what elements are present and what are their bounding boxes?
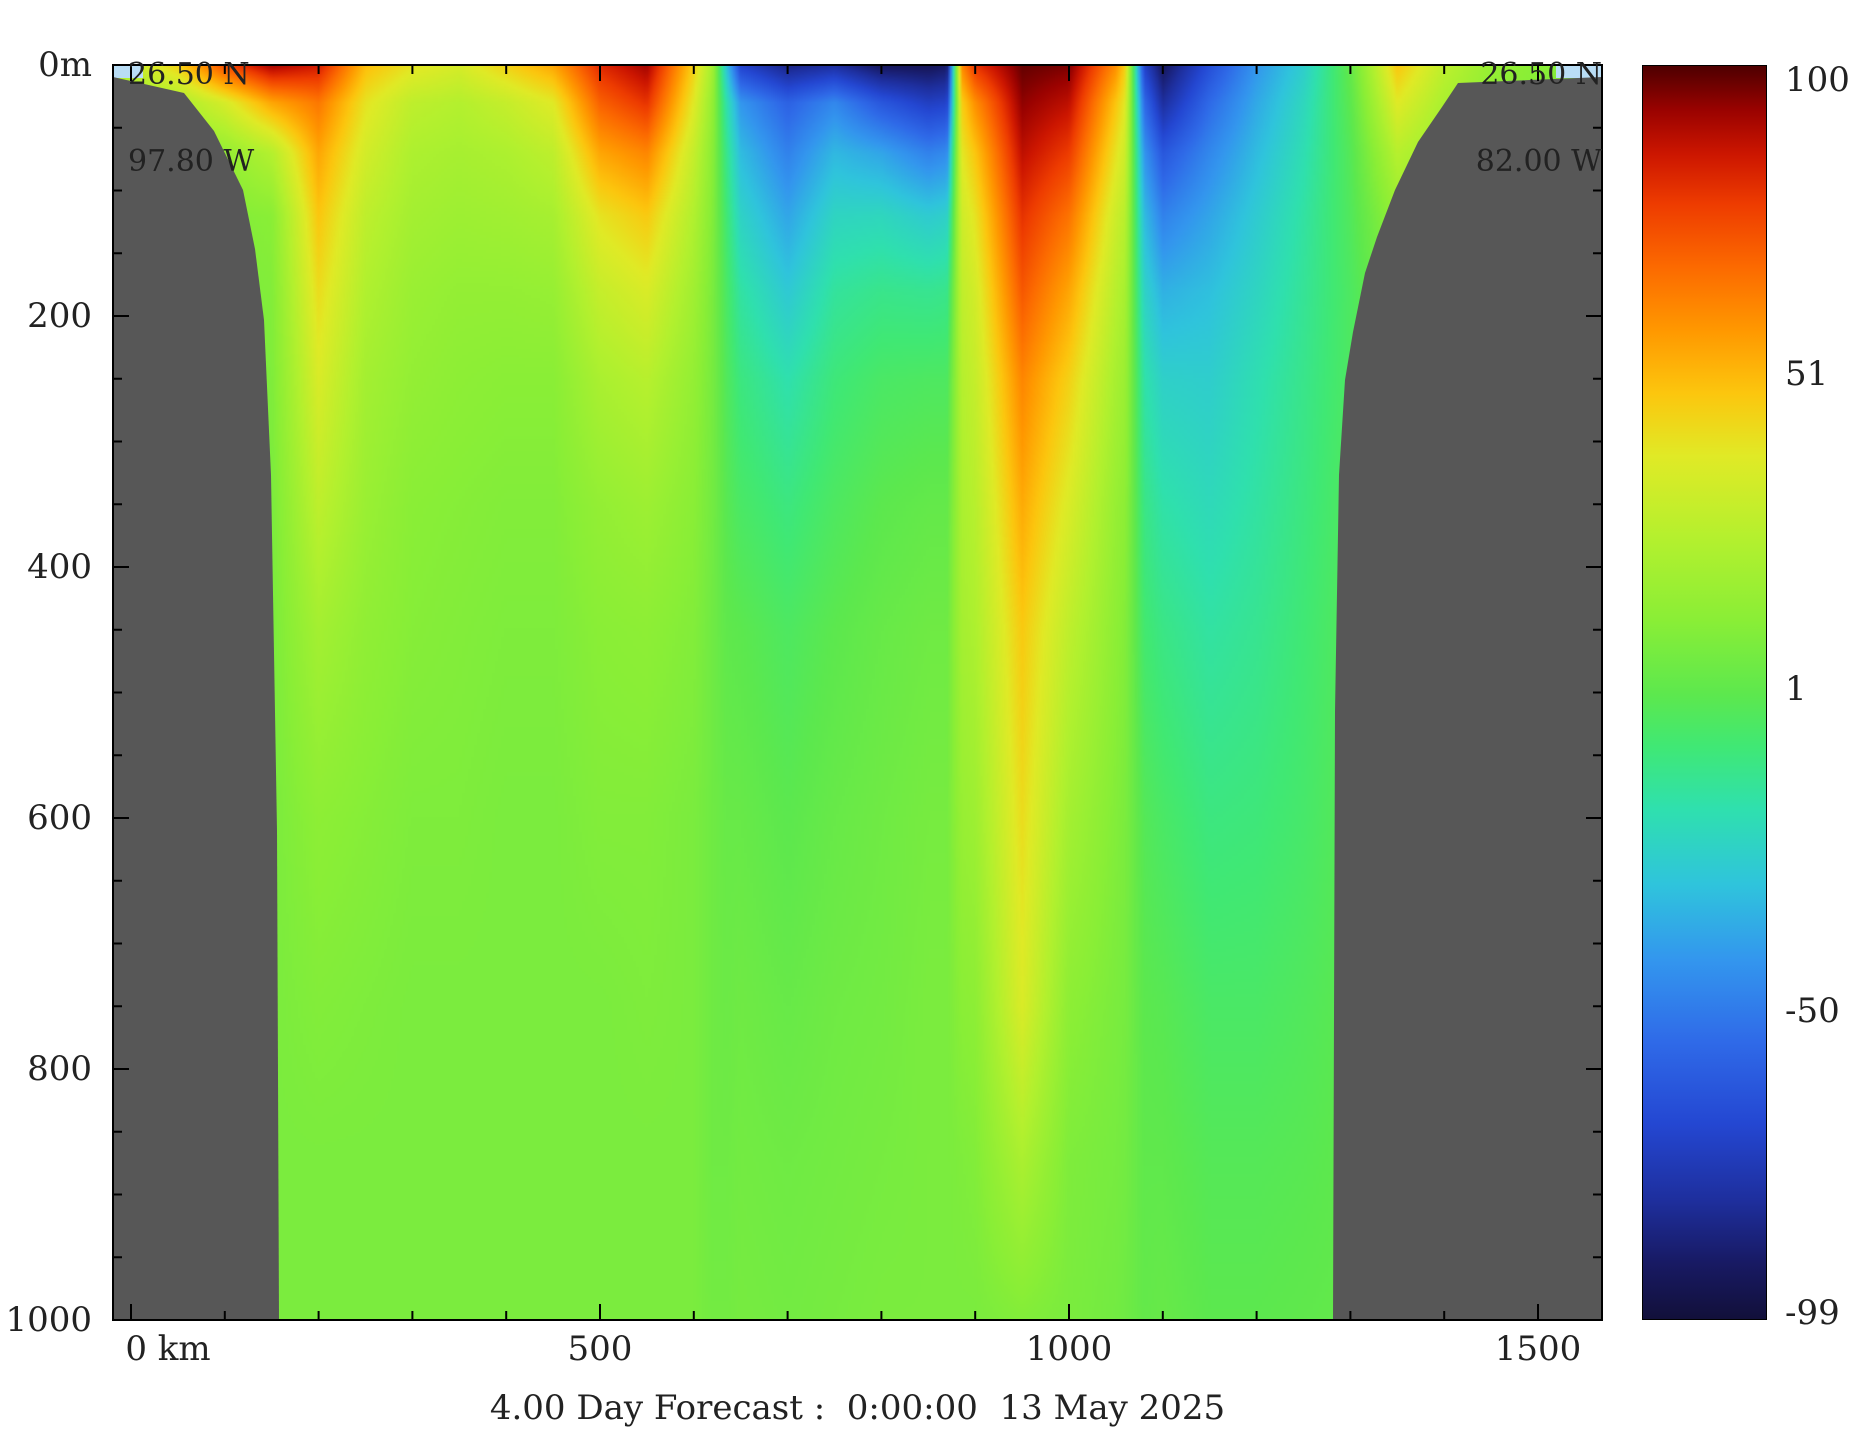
- distance-label-500: 500: [567, 1329, 633, 1369]
- depth-label-800: 800: [27, 1049, 92, 1089]
- section-heatmap-canvas: [113, 65, 1602, 1320]
- depth-label-0m: 0m: [38, 45, 92, 85]
- end-latitude: 26.50 N: [1480, 57, 1602, 92]
- colorbar: [1642, 65, 1767, 1320]
- depth-label-1000: 1000: [5, 1300, 92, 1340]
- distance-label-1000: 1000: [1025, 1329, 1113, 1369]
- colorbar-label-51: 51: [1785, 354, 1829, 394]
- section-end-coordinates: 26.50 N 82.00 W: [1300, 2, 1602, 205]
- end-longitude: 82.00 W: [1475, 144, 1602, 179]
- colorbar-label-100: 100: [1785, 60, 1850, 100]
- depth-label-400: 400: [27, 547, 92, 587]
- distance-label-0km: 0 km: [125, 1329, 211, 1369]
- forecast-caption: 4.00 Day Forecast : 0:00:00 13 May 2025: [489, 1388, 1226, 1428]
- depth-label-200: 200: [27, 296, 92, 336]
- colorbar-label-neg99: -99: [1785, 1293, 1840, 1333]
- section-start-coordinates: 26.50 N 97.80 W: [128, 2, 254, 205]
- colorbar-label-neg50: -50: [1785, 991, 1840, 1031]
- distance-label-1500: 1500: [1494, 1329, 1582, 1369]
- start-latitude: 26.50 N: [128, 57, 250, 92]
- depth-label-600: 600: [27, 798, 92, 838]
- start-longitude: 97.80 W: [128, 144, 255, 179]
- colorbar-label-1: 1: [1785, 669, 1807, 709]
